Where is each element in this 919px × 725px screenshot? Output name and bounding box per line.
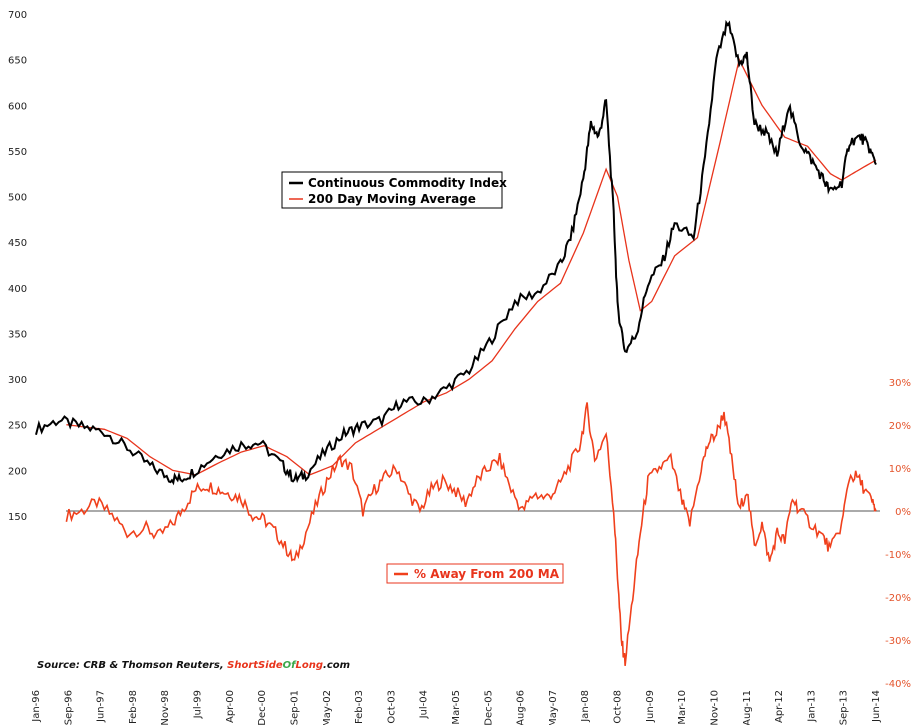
x-tick-label: Sep-96 xyxy=(63,690,74,725)
left-axis: 150 200 250 300 350 400 450 500 550 600 650 700 xyxy=(8,10,27,523)
x-tick-label: Jan-08 xyxy=(580,690,591,723)
right-tick-label: 0% xyxy=(895,507,911,518)
right-tick-label: -20% xyxy=(885,593,911,604)
left-tick-label: 450 xyxy=(8,238,27,249)
x-axis: Jan-96 Sep-96 Jun-97 Feb-98 Nov-98 Jul-99 Apr-… xyxy=(31,690,882,725)
legend-top: Continuous Commodity Index 200 Day Movin… xyxy=(281,171,507,209)
left-tick-label: 150 xyxy=(8,512,27,523)
pct-away-series-line xyxy=(65,402,877,666)
legend-index-label: Continuous Commodity Index xyxy=(308,176,507,190)
x-tick-label: Apr-00 xyxy=(225,690,236,723)
x-tick-label: Oct-03 xyxy=(386,690,397,724)
right-axis: 30% 20% 10% 0% -10% -20% -30% -40% xyxy=(885,378,911,690)
left-tick-label: 350 xyxy=(8,329,27,340)
source-note: Source: CRB & Thomson Reuters, ShortSide… xyxy=(37,660,350,671)
source-brand-part3: Long xyxy=(295,660,324,671)
right-tick-label: -30% xyxy=(885,636,911,647)
right-tick-label: 30% xyxy=(889,378,911,389)
x-tick-label: Nov-98 xyxy=(160,690,171,725)
x-tick-label: Jul-99 xyxy=(193,690,204,719)
left-tick-label: 300 xyxy=(8,375,27,386)
left-tick-label: 250 xyxy=(8,421,27,432)
x-tick-label: Feb-03 xyxy=(354,690,365,724)
x-tick-label: Jun-09 xyxy=(645,690,656,723)
legend-ma-label: 200 Day Moving Average xyxy=(308,192,476,206)
legend-bottom: % Away From 200 MA xyxy=(386,563,564,584)
right-tick-label: -40% xyxy=(885,679,911,690)
source-brand-part2: Of xyxy=(282,660,296,671)
x-tick-label: Dec-00 xyxy=(257,690,268,725)
left-tick-label: 650 xyxy=(8,56,27,67)
source-brand-part1: ShortSide xyxy=(227,660,283,671)
x-tick-label: Jun-14 xyxy=(871,690,882,723)
x-tick-label: Feb-98 xyxy=(128,690,139,724)
x-tick-label: Jan-13 xyxy=(806,690,817,723)
left-tick-label: 600 xyxy=(8,101,27,112)
right-tick-label: 10% xyxy=(889,464,911,475)
legend-bottom-box xyxy=(386,563,564,584)
x-tick-label: Apr-12 xyxy=(774,690,785,723)
x-tick-label: Dec-05 xyxy=(483,690,494,725)
right-tick-label: -10% xyxy=(885,550,911,561)
left-tick-label: 200 xyxy=(8,466,27,477)
left-tick-label: 400 xyxy=(8,284,27,295)
right-tick-label: 20% xyxy=(889,421,911,432)
left-tick-label: 500 xyxy=(8,193,27,204)
x-tick-label: Jan-96 xyxy=(31,690,42,723)
x-tick-label: Oct-08 xyxy=(613,690,624,724)
x-tick-label: Nov-10 xyxy=(709,690,720,725)
x-tick-label: Mar-05 xyxy=(451,690,462,725)
x-tick-label: Mar-10 xyxy=(677,690,688,725)
x-tick-label: Aug-06 xyxy=(516,690,527,725)
left-tick-label: 700 xyxy=(8,10,27,21)
x-tick-label: May-07 xyxy=(548,690,559,725)
commodity-index-series-line xyxy=(35,19,877,486)
x-tick-label: Aug-11 xyxy=(742,690,753,725)
x-tick-label: Jul-04 xyxy=(419,690,430,719)
x-tick-label: May-02 xyxy=(322,690,333,725)
legend-top-box xyxy=(281,171,503,209)
x-tick-label: Jun-97 xyxy=(96,690,107,723)
x-tick-label: Sep-01 xyxy=(289,690,300,725)
x-tick-label: Sep-13 xyxy=(839,690,850,725)
source-text: Source: CRB & Thomson Reuters, xyxy=(37,660,228,671)
left-tick-label: 550 xyxy=(8,147,27,158)
legend-pct-label: % Away From 200 MA xyxy=(414,567,560,581)
source-brand-part4: .com xyxy=(323,660,351,671)
